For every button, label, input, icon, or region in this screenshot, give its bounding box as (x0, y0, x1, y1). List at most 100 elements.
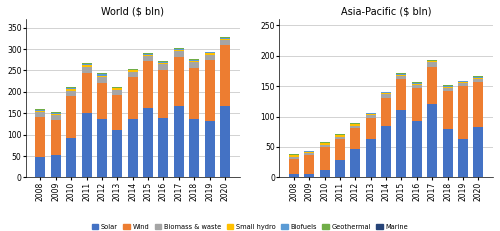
Bar (396, 75, 406, 76)
Bar (174, 51, 184, 57)
Bar (36, 111, 46, 112)
Bar (51, 112, 61, 113)
Bar (128, 72, 138, 77)
Bar (66, 91, 76, 96)
Bar (66, 87, 76, 88)
Bar (220, 39, 230, 40)
Bar (158, 70, 168, 118)
Bar (381, 91, 391, 92)
Bar (189, 68, 199, 119)
Bar (427, 61, 437, 62)
Bar (289, 159, 299, 174)
Bar (158, 64, 168, 70)
Bar (82, 65, 92, 67)
Bar (442, 129, 452, 177)
Bar (458, 82, 468, 83)
Bar (458, 86, 468, 139)
Bar (158, 63, 168, 64)
Bar (366, 113, 376, 114)
Bar (412, 88, 422, 121)
Bar (335, 137, 345, 139)
Legend: Solar, Wind, Biomass & waste, Small hydro, Biofuels, Geothermal, Marine: Solar, Wind, Biomass & waste, Small hydr… (89, 221, 411, 231)
Bar (220, 40, 230, 45)
Bar (51, 115, 61, 120)
Bar (97, 73, 107, 74)
Bar (304, 174, 314, 177)
Bar (36, 112, 46, 117)
Bar (189, 119, 199, 177)
Bar (412, 84, 422, 85)
Bar (174, 48, 184, 49)
Bar (442, 91, 452, 129)
Bar (51, 155, 61, 177)
Bar (174, 106, 184, 177)
Bar (350, 123, 360, 124)
Bar (335, 134, 345, 135)
Bar (143, 61, 153, 108)
Bar (474, 78, 484, 79)
Bar (128, 77, 138, 119)
Bar (427, 60, 437, 61)
Bar (36, 109, 46, 110)
Bar (82, 63, 92, 64)
Bar (350, 126, 360, 128)
Bar (350, 149, 360, 177)
Bar (66, 88, 76, 89)
Bar (381, 126, 391, 177)
Bar (335, 160, 345, 177)
Bar (174, 49, 184, 50)
Bar (366, 115, 376, 118)
Title: World ($ bln): World ($ bln) (101, 7, 164, 17)
Bar (320, 142, 330, 143)
Bar (97, 119, 107, 177)
Bar (174, 50, 184, 51)
Bar (289, 174, 299, 177)
Bar (289, 155, 299, 157)
Bar (189, 60, 199, 61)
Bar (474, 77, 484, 78)
Bar (220, 37, 230, 38)
Bar (458, 83, 468, 86)
Bar (412, 85, 422, 88)
Bar (220, 45, 230, 106)
Bar (128, 69, 138, 70)
Bar (51, 113, 61, 114)
Bar (350, 125, 360, 126)
Bar (82, 64, 92, 65)
Bar (396, 110, 406, 177)
Bar (66, 89, 76, 91)
Bar (366, 139, 376, 177)
Bar (396, 79, 406, 110)
Bar (474, 128, 484, 177)
Bar (320, 145, 330, 147)
Bar (220, 38, 230, 39)
Bar (442, 85, 452, 86)
Bar (304, 153, 314, 155)
Bar (143, 108, 153, 177)
Bar (335, 135, 345, 137)
Bar (320, 143, 330, 145)
Bar (36, 117, 46, 157)
Bar (412, 83, 422, 84)
Bar (112, 90, 122, 95)
Bar (174, 57, 184, 106)
Bar (82, 113, 92, 177)
Bar (97, 83, 107, 119)
Bar (427, 62, 437, 67)
Bar (442, 86, 452, 87)
Bar (442, 87, 452, 88)
Bar (97, 77, 107, 83)
Bar (82, 67, 92, 73)
Bar (158, 61, 168, 62)
Bar (335, 139, 345, 160)
Bar (112, 87, 122, 88)
Bar (427, 104, 437, 177)
Bar (289, 157, 299, 159)
Bar (36, 157, 46, 177)
Bar (143, 56, 153, 61)
Bar (427, 67, 437, 104)
Bar (97, 74, 107, 76)
Bar (381, 98, 391, 126)
Bar (82, 73, 92, 113)
Bar (66, 96, 76, 138)
